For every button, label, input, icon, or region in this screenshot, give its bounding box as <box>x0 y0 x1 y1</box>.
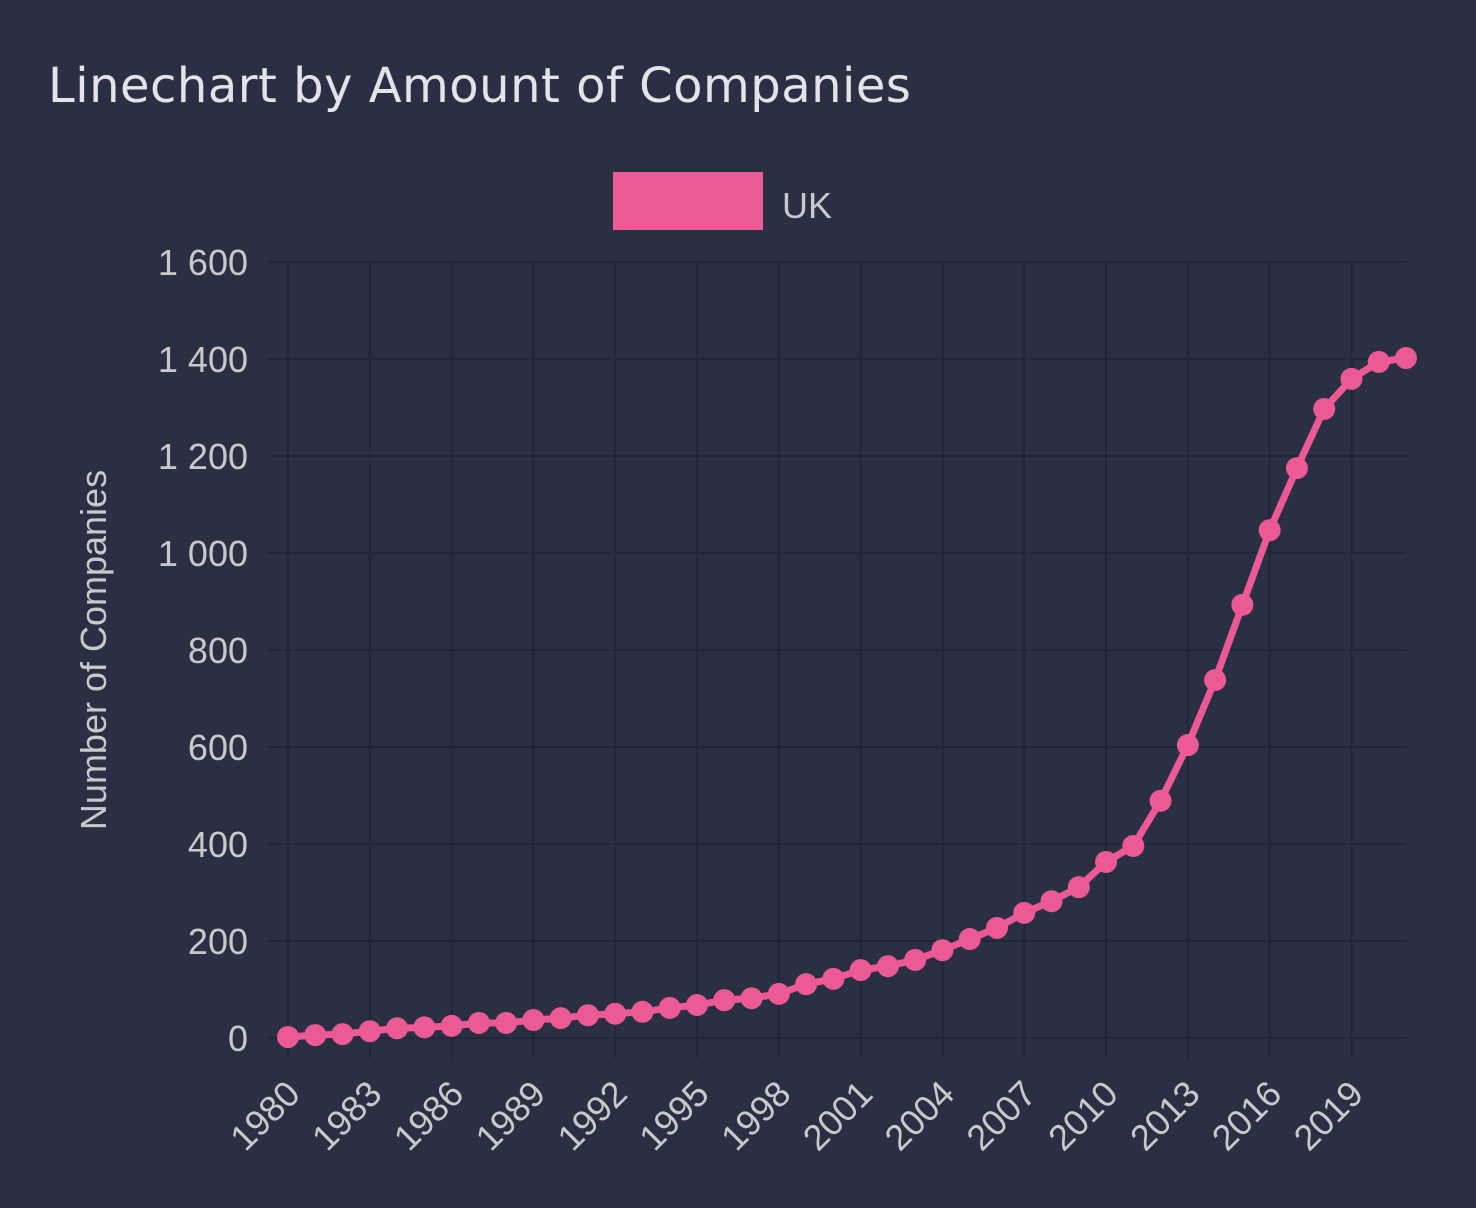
x-tick-label: 1986 <box>386 1073 472 1159</box>
x-tick-label: 2019 <box>1285 1073 1371 1159</box>
x-tick-label: 2004 <box>876 1073 962 1159</box>
y-axis-label: Number of Companies <box>73 470 114 830</box>
series-line-uk <box>287 354 1407 1041</box>
data-point[interactable] <box>958 928 981 951</box>
y-tick-label: 1 000 <box>158 533 248 574</box>
data-point[interactable] <box>1176 734 1199 757</box>
data-point[interactable] <box>1258 519 1281 542</box>
data-point[interactable] <box>386 1017 409 1040</box>
y-tick-label: 1 200 <box>158 436 248 477</box>
data-point[interactable] <box>331 1023 354 1046</box>
x-tick-label: 1989 <box>467 1073 553 1159</box>
data-point[interactable] <box>495 1011 518 1034</box>
data-point[interactable] <box>849 959 872 982</box>
data-point[interactable] <box>1204 669 1227 692</box>
x-tick-label: 1980 <box>222 1073 308 1159</box>
x-tick-label: 1995 <box>631 1073 717 1159</box>
data-point[interactable] <box>1013 901 1036 924</box>
x-tick-label: 1998 <box>713 1073 799 1159</box>
x-tick-label: 2007 <box>958 1073 1044 1159</box>
legend-label-uk[interactable]: UK <box>782 185 832 226</box>
y-axis-ticks: 0 200 400 600 800 1 000 1 200 1 400 1 600 <box>158 242 248 1059</box>
data-point[interactable] <box>413 1016 436 1039</box>
data-point[interactable] <box>304 1024 327 1047</box>
data-point[interactable] <box>576 1004 599 1027</box>
x-tick-label: 2010 <box>1040 1073 1126 1159</box>
data-point[interactable] <box>1149 789 1172 812</box>
data-point[interactable] <box>440 1014 463 1037</box>
y-tick-label: 1 600 <box>158 242 248 283</box>
data-point[interactable] <box>358 1020 381 1043</box>
legend-swatch-uk[interactable] <box>613 172 763 230</box>
y-tick-label: 1 400 <box>158 339 248 380</box>
data-point[interactable] <box>658 996 681 1019</box>
data-point[interactable] <box>1122 834 1145 857</box>
data-point[interactable] <box>1285 457 1308 480</box>
y-tick-label: 0 <box>228 1018 248 1059</box>
data-point[interactable] <box>277 1026 299 1049</box>
data-point[interactable] <box>822 967 845 990</box>
y-tick-label: 600 <box>188 727 248 768</box>
data-point[interactable] <box>1040 890 1063 913</box>
data-point[interactable] <box>740 987 763 1010</box>
x-tick-label: 1992 <box>549 1073 635 1159</box>
x-tick-label: 2001 <box>795 1073 881 1159</box>
data-point[interactable] <box>904 948 927 971</box>
data-point[interactable] <box>876 955 899 978</box>
data-point[interactable] <box>1095 850 1118 873</box>
data-point[interactable] <box>767 982 790 1005</box>
data-point[interactable] <box>467 1011 490 1034</box>
data-point[interactable] <box>604 1002 627 1025</box>
data-point[interactable] <box>1313 397 1336 420</box>
x-tick-label: 2016 <box>1204 1073 1290 1159</box>
data-point[interactable] <box>1367 350 1390 373</box>
data-point[interactable] <box>631 1000 654 1023</box>
x-axis-ticks: 1980198319861989199219951998200120042007… <box>222 1073 1371 1159</box>
data-point[interactable] <box>931 939 954 962</box>
data-point[interactable] <box>1231 593 1254 616</box>
x-tick-label: 2013 <box>1122 1073 1208 1159</box>
data-point[interactable] <box>549 1007 572 1030</box>
x-tick-label: 1983 <box>304 1073 390 1159</box>
data-point[interactable] <box>1340 367 1363 390</box>
grid <box>268 261 1406 1058</box>
y-tick-label: 800 <box>188 630 248 671</box>
data-point[interactable] <box>686 994 709 1017</box>
y-tick-label: 200 <box>188 921 248 962</box>
data-point[interactable] <box>985 916 1008 939</box>
data-point[interactable] <box>1067 876 1090 899</box>
y-tick-label: 400 <box>188 824 248 865</box>
data-point[interactable] <box>713 989 736 1012</box>
series-points-uk <box>277 347 1417 1049</box>
data-point[interactable] <box>1395 347 1417 370</box>
data-point[interactable] <box>522 1009 545 1032</box>
chart-title: Linechart by Amount of Companies <box>48 58 912 114</box>
data-point[interactable] <box>795 973 818 996</box>
